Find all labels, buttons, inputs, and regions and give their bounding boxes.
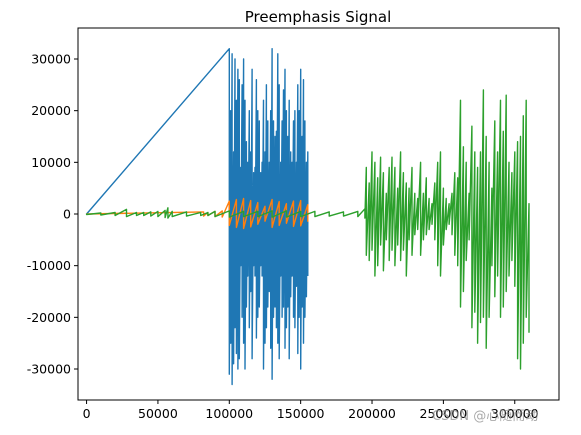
watermark: CSDN @心随而动 xyxy=(432,409,539,424)
y-tick-label: 0 xyxy=(63,207,71,222)
y-tick-label: 30000 xyxy=(31,52,71,67)
x-tick-label: 50000 xyxy=(138,406,178,421)
series-line-3 xyxy=(85,89,530,370)
y-tick-label: -10000 xyxy=(27,258,71,273)
y-tick-label: -20000 xyxy=(27,310,71,325)
y-tick-label: 10000 xyxy=(31,155,71,170)
x-axis: 0 50000 100000 150000 200000 250000 300000 xyxy=(83,400,539,421)
y-axis: -30000 -20000 -10000 0 10000 20000 30000 xyxy=(27,52,78,377)
y-tick-label: -30000 xyxy=(27,362,71,377)
x-tick-label: 200000 xyxy=(348,406,396,421)
series-line-1 xyxy=(86,48,309,386)
y-tick-label: 20000 xyxy=(31,103,71,118)
x-tick-label: 0 xyxy=(83,406,91,421)
series-layer xyxy=(85,48,530,386)
x-tick-label: 100000 xyxy=(205,406,253,421)
x-tick-label: 150000 xyxy=(277,406,325,421)
chart-title: Preemphasis Signal xyxy=(245,8,392,26)
x-tick-label: 250000 xyxy=(420,406,468,421)
x-tick-label: 300000 xyxy=(491,406,539,421)
